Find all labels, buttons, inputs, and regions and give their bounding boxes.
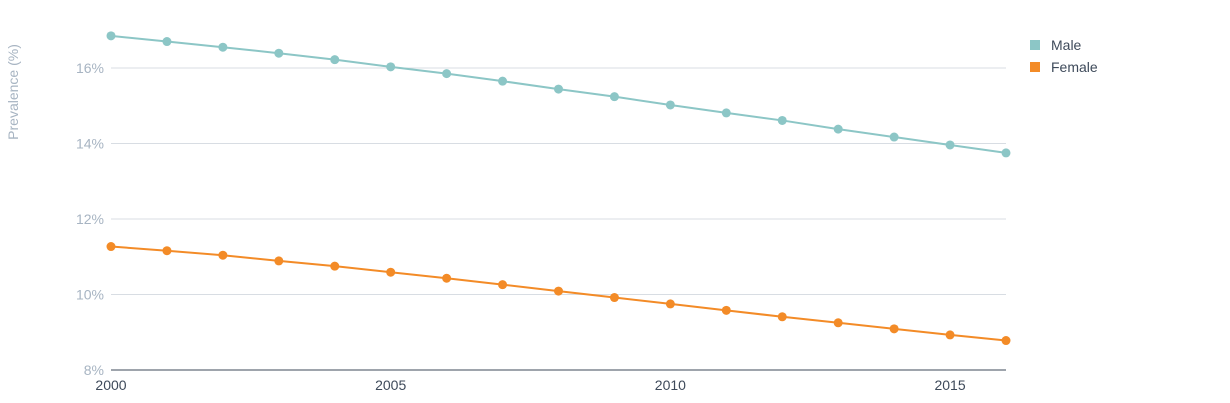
data-point-female[interactable] bbox=[498, 280, 508, 290]
data-point-male[interactable] bbox=[777, 115, 787, 125]
series-male bbox=[106, 31, 1011, 158]
data-point-female[interactable] bbox=[721, 305, 731, 315]
data-point-male[interactable] bbox=[554, 84, 563, 94]
data-point-male[interactable] bbox=[721, 108, 731, 118]
data-point-female[interactable] bbox=[330, 261, 340, 271]
data-point-male[interactable] bbox=[665, 100, 675, 110]
data-point-male[interactable] bbox=[106, 31, 116, 41]
data-point-male[interactable] bbox=[833, 124, 843, 134]
x-tick-label: 2000 bbox=[95, 377, 126, 393]
x-tick-label: 2015 bbox=[934, 377, 965, 393]
data-point-male[interactable] bbox=[945, 140, 955, 150]
x-axis-ticks: 2000 2005 2010 2015 bbox=[95, 377, 965, 393]
data-point-female[interactable] bbox=[162, 246, 172, 256]
y-tick-label: 8% bbox=[84, 362, 104, 378]
y-axis-label: Prevalence (%) bbox=[5, 44, 21, 140]
data-point-female[interactable] bbox=[777, 312, 787, 322]
y-axis-ticks: 8% 10% 12% 14% 16% bbox=[76, 60, 104, 378]
data-point-female[interactable] bbox=[889, 324, 899, 334]
data-point-male[interactable] bbox=[889, 132, 899, 142]
data-point-male[interactable] bbox=[218, 42, 228, 52]
y-tick-label: 16% bbox=[76, 60, 104, 76]
data-point-female[interactable] bbox=[106, 242, 116, 252]
legend-item-female[interactable]: Female bbox=[1030, 56, 1098, 78]
data-point-female[interactable] bbox=[386, 267, 396, 277]
data-point-male[interactable] bbox=[1001, 148, 1011, 158]
legend-swatch-male bbox=[1030, 40, 1040, 50]
y-tick-label: 12% bbox=[76, 211, 104, 227]
data-point-female[interactable] bbox=[218, 250, 228, 260]
data-point-male[interactable] bbox=[386, 62, 396, 72]
series-layer bbox=[106, 31, 1011, 346]
y-tick-label: 10% bbox=[76, 286, 104, 302]
data-point-male[interactable] bbox=[609, 92, 619, 102]
series-female bbox=[106, 242, 1011, 346]
data-point-female[interactable] bbox=[1001, 336, 1011, 346]
x-tick-label: 2005 bbox=[375, 377, 406, 393]
series-line-male bbox=[110, 34, 1007, 154]
data-point-female[interactable] bbox=[554, 286, 563, 296]
x-tick-label: 2010 bbox=[655, 377, 686, 393]
data-point-male[interactable] bbox=[330, 55, 340, 65]
legend-item-male[interactable]: Male bbox=[1030, 34, 1098, 56]
data-point-female[interactable] bbox=[442, 273, 452, 283]
data-point-female[interactable] bbox=[665, 299, 675, 309]
gridlines bbox=[111, 67, 1006, 295]
data-point-female[interactable] bbox=[833, 318, 843, 328]
legend-label-male: Male bbox=[1051, 37, 1082, 53]
y-tick-label: 14% bbox=[76, 135, 104, 151]
data-point-female[interactable] bbox=[609, 293, 619, 303]
data-point-male[interactable] bbox=[442, 69, 452, 79]
legend: Male Female bbox=[1030, 34, 1098, 78]
data-point-male[interactable] bbox=[162, 37, 172, 47]
data-point-male[interactable] bbox=[498, 76, 508, 86]
data-point-male[interactable] bbox=[274, 48, 284, 58]
legend-swatch-female bbox=[1030, 62, 1040, 72]
legend-label-female: Female bbox=[1051, 59, 1098, 75]
data-point-female[interactable] bbox=[945, 330, 955, 340]
data-point-female[interactable] bbox=[274, 256, 284, 266]
